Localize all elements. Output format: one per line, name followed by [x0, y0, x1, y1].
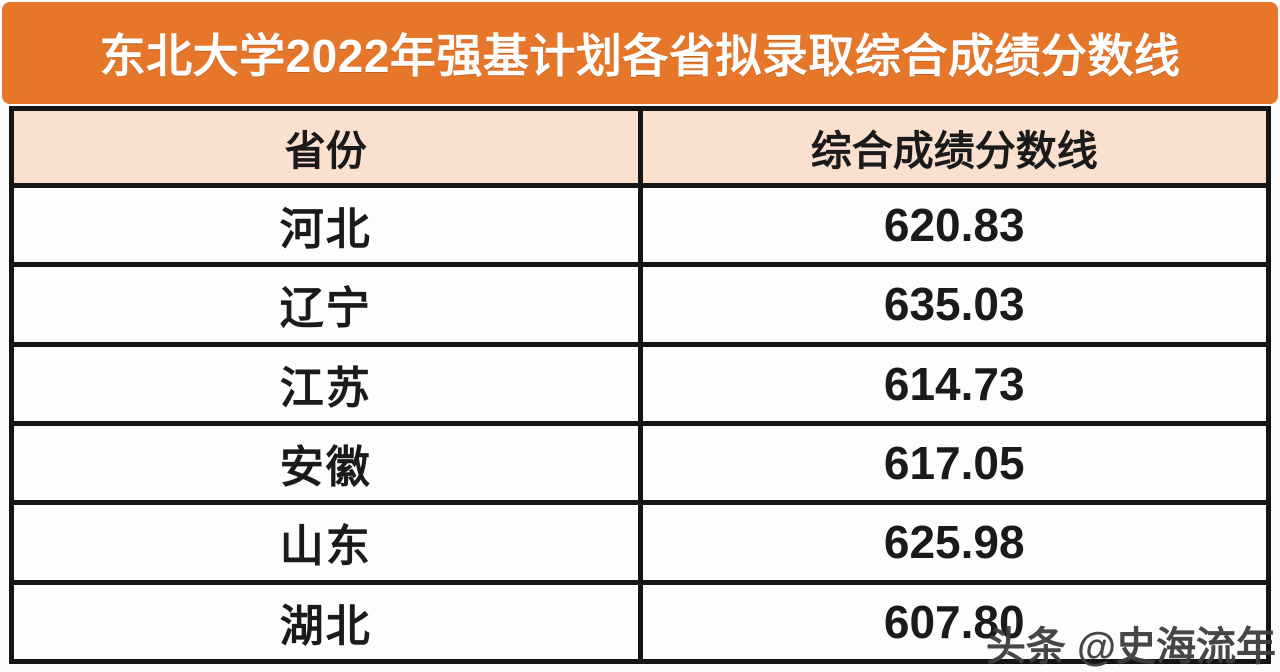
score-cell: 635.03 [637, 262, 1271, 347]
table-row: 辽宁 635.03 [9, 262, 1271, 347]
title-banner: 东北大学2022年强基计划各省拟录取综合成绩分数线 [2, 2, 1278, 104]
table-header-row: 省份 综合成绩分数线 [9, 106, 1271, 188]
score-cell: 614.73 [637, 341, 1271, 426]
province-cell: 山东 [9, 500, 643, 585]
table-header-province: 省份 [9, 106, 643, 188]
province-cell: 辽宁 [9, 262, 643, 347]
score-cell: 617.05 [637, 420, 1271, 506]
score-cell: 607.80 [637, 579, 1271, 665]
watermark-text: 头条 @史海流年 [985, 625, 1276, 669]
province-cell: 河北 [9, 182, 643, 268]
table-row: 江苏 614.73 [9, 341, 1271, 426]
table-header-score: 综合成绩分数线 [637, 106, 1271, 188]
score-cell: 625.98 [637, 500, 1271, 585]
province-cell: 江苏 [9, 341, 643, 426]
table-row: 湖北 607.80 [9, 579, 1271, 665]
table-header: 省份 综合成绩分数线 [9, 106, 1271, 188]
table-body: 河北 620.83 辽宁 635.03 江苏 614.73 安徽 617.05 … [9, 182, 1271, 665]
table-row: 山东 625.98 [9, 500, 1271, 585]
table-row: 安徽 617.05 [9, 420, 1271, 506]
score-cell: 620.83 [637, 182, 1271, 268]
province-cell: 安徽 [9, 420, 643, 506]
province-cell: 湖北 [9, 579, 643, 665]
page-title: 东北大学2022年强基计划各省拟录取综合成绩分数线 [99, 30, 1181, 82]
scores-table: 省份 综合成绩分数线 河北 620.83 辽宁 635.03 江苏 614.73… [9, 106, 1271, 665]
table-row: 河北 620.83 [9, 182, 1271, 268]
